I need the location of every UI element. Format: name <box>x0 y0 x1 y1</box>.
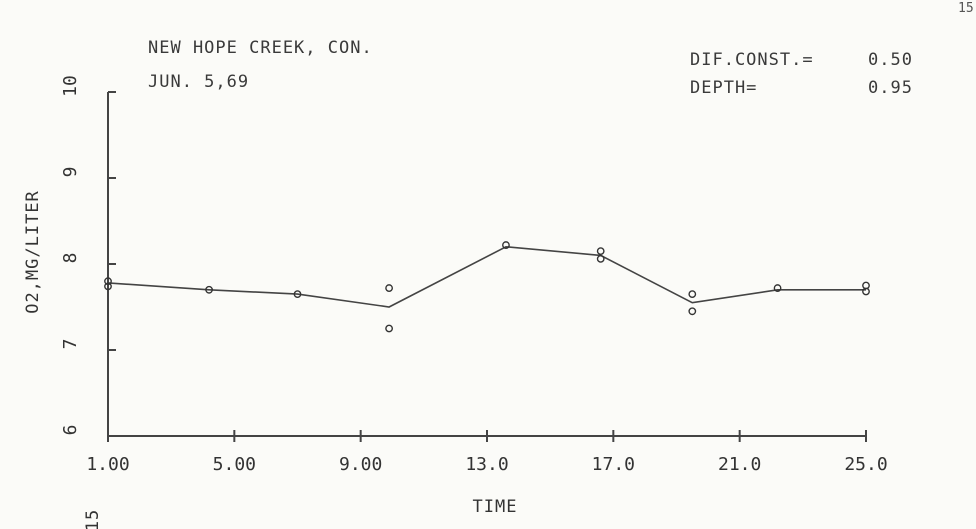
data-point <box>385 324 393 333</box>
x-tick-label: 5.00 <box>213 454 256 475</box>
x-tick-label: 9.00 <box>339 454 382 475</box>
data-point <box>502 241 510 249</box>
data-point <box>385 284 393 292</box>
data-point <box>862 287 870 296</box>
y-tick-label: 10 <box>60 75 81 97</box>
depth-label: DEPTH= <box>690 78 758 98</box>
y-tick-label: 9 <box>60 167 81 178</box>
x-tick-label: 17.0 <box>592 454 635 475</box>
dif-const-value: 0.50 <box>868 50 913 70</box>
data-point <box>293 290 302 298</box>
page-number-mark: 15 <box>958 1 974 16</box>
margin-number-mark: 15 <box>83 509 103 529</box>
data-point <box>205 285 213 294</box>
depth-value: 0.95 <box>868 78 913 98</box>
data-point <box>773 284 782 292</box>
ticks: 1.00 5.00 9.00 13.0 17.0 21.0 25.0 6 7 8 9 10 <box>60 75 888 475</box>
x-tick-label: 1.00 <box>86 454 129 475</box>
x-tick-label: 21.0 <box>718 454 761 475</box>
dif-const-label: DIF.CONST.= <box>690 50 814 70</box>
y-tick-label: 8 <box>60 253 81 264</box>
chart-date: JUN. 5,69 <box>148 72 250 92</box>
x-tick-label: 25.0 <box>844 454 887 475</box>
axes <box>107 92 866 437</box>
y-tick-label: 7 <box>60 339 81 350</box>
chart-title: NEW HOPE CREEK, CON. <box>148 38 373 58</box>
data-point <box>596 254 605 263</box>
series-line <box>107 245 866 308</box>
data-point <box>104 277 112 286</box>
data-point <box>688 307 697 316</box>
series-layer <box>104 241 870 333</box>
data-point <box>596 247 605 256</box>
x-tick-label: 13.0 <box>465 454 508 475</box>
y-tick-label: 6 <box>60 425 81 436</box>
y-axis-label: O2,MG/LITER <box>23 190 43 314</box>
data-point <box>104 282 112 291</box>
data-point <box>688 290 697 298</box>
x-axis-label: TIME <box>473 497 518 517</box>
